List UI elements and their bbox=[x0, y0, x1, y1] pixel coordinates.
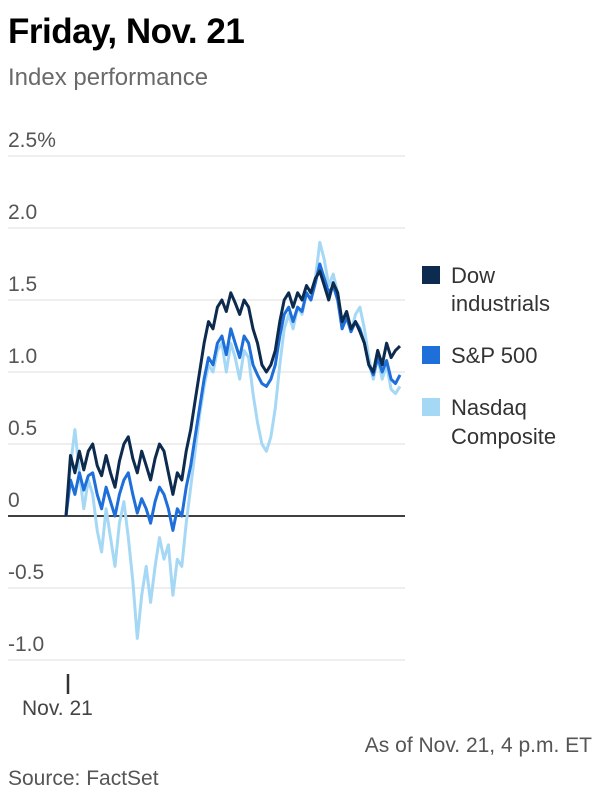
svg-text:2.0: 2.0 bbox=[8, 201, 37, 224]
chart-svg: 2.5% 2.0 1.5 1.0 0.5 0 -0.5 -1.0 bbox=[8, 129, 405, 694]
source-note: Source: FactSet bbox=[8, 767, 159, 790]
legend-swatch-sp500 bbox=[422, 346, 440, 365]
svg-text:0.5: 0.5 bbox=[8, 417, 37, 440]
svg-text:1.5: 1.5 bbox=[8, 273, 37, 296]
svg-text:1.0: 1.0 bbox=[8, 345, 37, 368]
svg-text:2.5%: 2.5% bbox=[8, 129, 56, 152]
chart-legend: Dow industrials S&P 500 Nasdaq Composite bbox=[422, 262, 597, 451]
svg-text:-0.5: -0.5 bbox=[8, 561, 44, 584]
page-title: Friday, Nov. 21 bbox=[8, 12, 245, 51]
legend-swatch-dow bbox=[422, 266, 440, 284]
chart-subtitle: Index performance bbox=[8, 64, 209, 91]
legend-label-sp500: S&P 500 bbox=[451, 343, 538, 369]
legend-swatch-nasdaq bbox=[422, 398, 440, 417]
legend-item-sp500: S&P 500 bbox=[422, 342, 597, 370]
svg-text:0: 0 bbox=[8, 489, 20, 512]
as-of-note: As of Nov. 21, 4 p.m. ET bbox=[364, 734, 592, 757]
x-axis-label: Nov. 21 bbox=[22, 697, 93, 720]
legend-item-dow: Dow industrials bbox=[422, 262, 597, 318]
legend-label-dow: Dow industrials bbox=[451, 263, 551, 317]
legend-label-nasdaq: Nasdaq Composite bbox=[451, 395, 557, 449]
legend-item-nasdaq: Nasdaq Composite bbox=[422, 394, 597, 450]
svg-text:-1.0: -1.0 bbox=[8, 633, 44, 656]
